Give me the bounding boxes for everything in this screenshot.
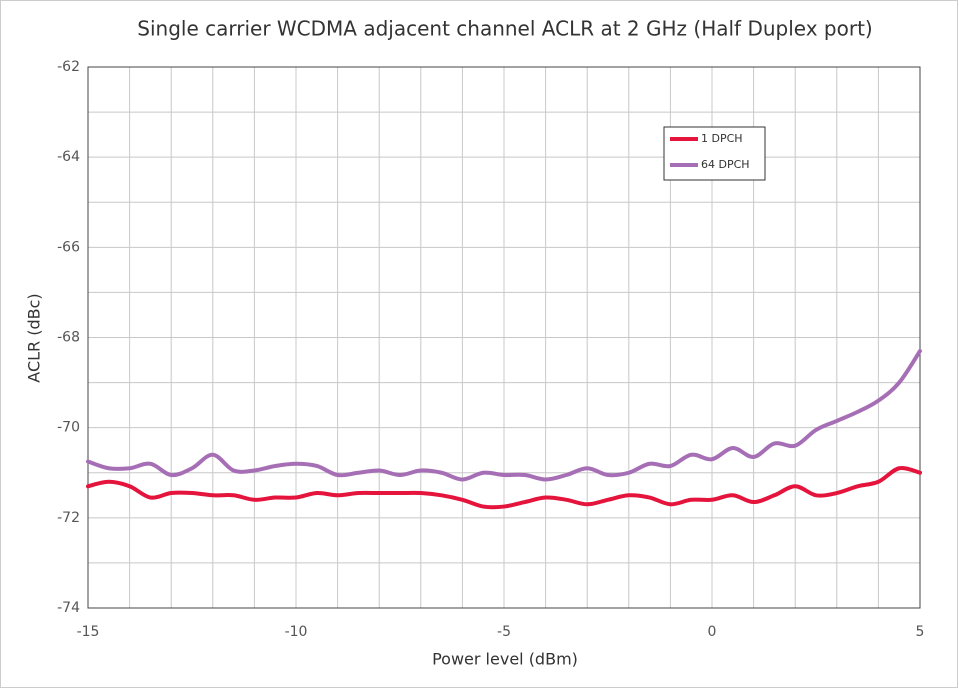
legend-box bbox=[663, 126, 766, 181]
plot-border bbox=[87, 66, 921, 609]
x-tick-label: 0 bbox=[708, 624, 717, 640]
x-tick-label: -5 bbox=[497, 624, 511, 640]
chart-title: Single carrier WCDMA adjacent channel AC… bbox=[137, 17, 872, 41]
legend-label: 64 DPCH bbox=[701, 158, 750, 171]
x-tick-label: -10 bbox=[285, 624, 308, 640]
y-tick-label: -74 bbox=[57, 600, 80, 616]
x-tick-label: -15 bbox=[77, 624, 100, 640]
x-tick-label: 5 bbox=[916, 624, 925, 640]
legend-label: 1 DPCH bbox=[701, 132, 743, 145]
series-line bbox=[86, 349, 922, 482]
y-axis-label: ACLR (dBc) bbox=[25, 293, 44, 382]
y-tick-label: -70 bbox=[57, 420, 80, 436]
y-tick-label: -62 bbox=[57, 59, 80, 75]
series-line bbox=[86, 465, 922, 510]
y-tick-label: -72 bbox=[57, 510, 80, 526]
y-tick-label: -64 bbox=[57, 149, 80, 165]
y-tick-label: -66 bbox=[57, 239, 80, 255]
x-axis-label: Power level (dBm) bbox=[432, 650, 578, 669]
y-tick-label: -68 bbox=[57, 330, 80, 346]
legend: 1 DPCH 64 DPCH bbox=[663, 126, 766, 181]
